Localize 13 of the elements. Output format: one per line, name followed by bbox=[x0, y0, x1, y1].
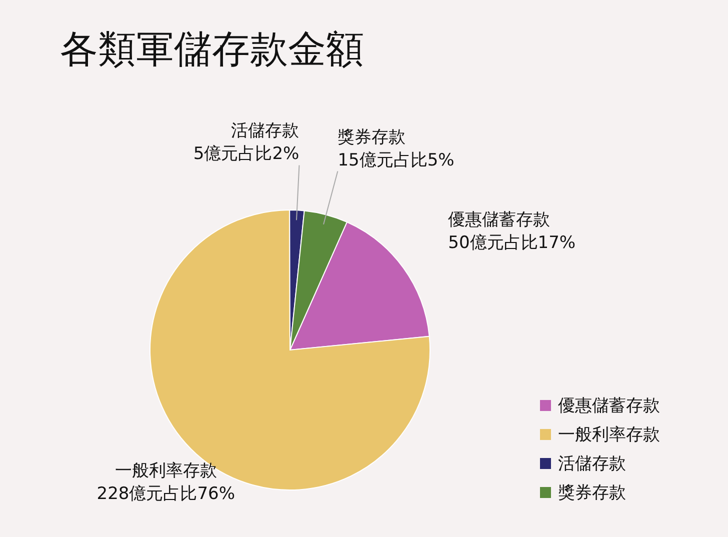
data-label: 50億元占比17% bbox=[448, 232, 576, 253]
legend-label: 活儲存款 bbox=[558, 454, 626, 474]
data-label: 5億元占比2% bbox=[193, 144, 300, 164]
slice-label: 活儲存款 bbox=[231, 121, 300, 142]
slice-label: 優惠儲蓄存款 bbox=[448, 210, 550, 230]
legend-label: 一般利率存款 bbox=[558, 425, 660, 445]
slice-label: 一般利率存款 bbox=[114, 461, 217, 482]
slice-label: 獎券存款 bbox=[338, 127, 406, 148]
legend-label: 優惠儲蓄存款 bbox=[558, 396, 660, 416]
legend-label: 獎券存款 bbox=[558, 483, 626, 503]
data-label: 228億元占比76% bbox=[96, 484, 236, 504]
data-label: 15億元占比5% bbox=[338, 150, 454, 170]
chart-title: 各類軍儲存款金額 bbox=[60, 27, 364, 71]
